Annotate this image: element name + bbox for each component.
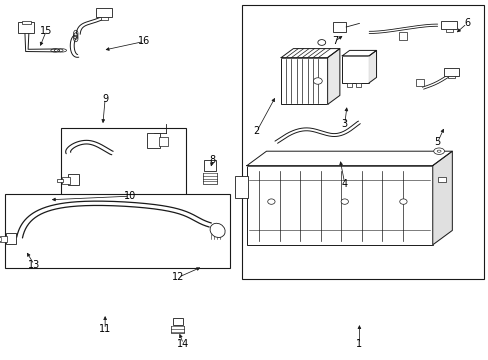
Text: 3: 3 [341,119,347,129]
Text: 7: 7 [331,36,337,46]
Text: 11: 11 [99,324,111,334]
Ellipse shape [313,78,322,84]
Text: 1: 1 [356,339,362,349]
Bar [0,236,7,242]
Ellipse shape [267,199,274,204]
Bar [204,160,216,171]
Bar [172,318,183,325]
Bar [415,79,424,86]
Bar [398,32,407,40]
Polygon shape [327,49,339,104]
Bar [6,233,16,244]
Ellipse shape [436,150,440,152]
Text: 10: 10 [123,191,136,201]
Bar [281,58,327,104]
Bar [445,29,452,32]
Bar [61,128,185,198]
Bar [57,179,63,182]
Polygon shape [368,50,376,83]
Bar [234,176,248,198]
Ellipse shape [317,40,325,45]
Bar [18,22,34,33]
Bar [355,83,360,87]
Bar [101,17,108,20]
Bar [159,137,167,146]
Text: 14: 14 [177,339,189,349]
Polygon shape [432,151,451,245]
Bar [0,237,1,241]
Bar [68,174,79,185]
Text: 8: 8 [209,155,215,165]
Bar [62,177,70,184]
Polygon shape [246,151,451,166]
Text: 16: 16 [138,36,150,46]
Text: 13: 13 [28,260,41,270]
Text: 4: 4 [341,179,347,189]
Polygon shape [342,50,376,56]
Bar [437,177,446,182]
Ellipse shape [341,199,348,204]
Text: 2: 2 [253,126,259,136]
Polygon shape [281,49,339,58]
Text: 15: 15 [40,26,53,36]
Bar [443,68,458,76]
Bar [440,21,456,29]
Bar [332,22,346,32]
Bar [246,166,432,245]
Bar [447,76,454,78]
Bar [242,5,483,279]
Bar [146,133,160,148]
Bar [5,194,229,268]
Text: 6: 6 [463,18,469,28]
Bar [22,21,31,24]
Text: 12: 12 [172,272,184,282]
Text: 9: 9 [102,94,108,104]
Text: 5: 5 [434,137,440,147]
Bar [342,56,368,83]
Bar [346,83,351,87]
Ellipse shape [399,199,406,204]
Ellipse shape [433,148,444,154]
Ellipse shape [210,223,224,238]
Bar [96,8,112,17]
